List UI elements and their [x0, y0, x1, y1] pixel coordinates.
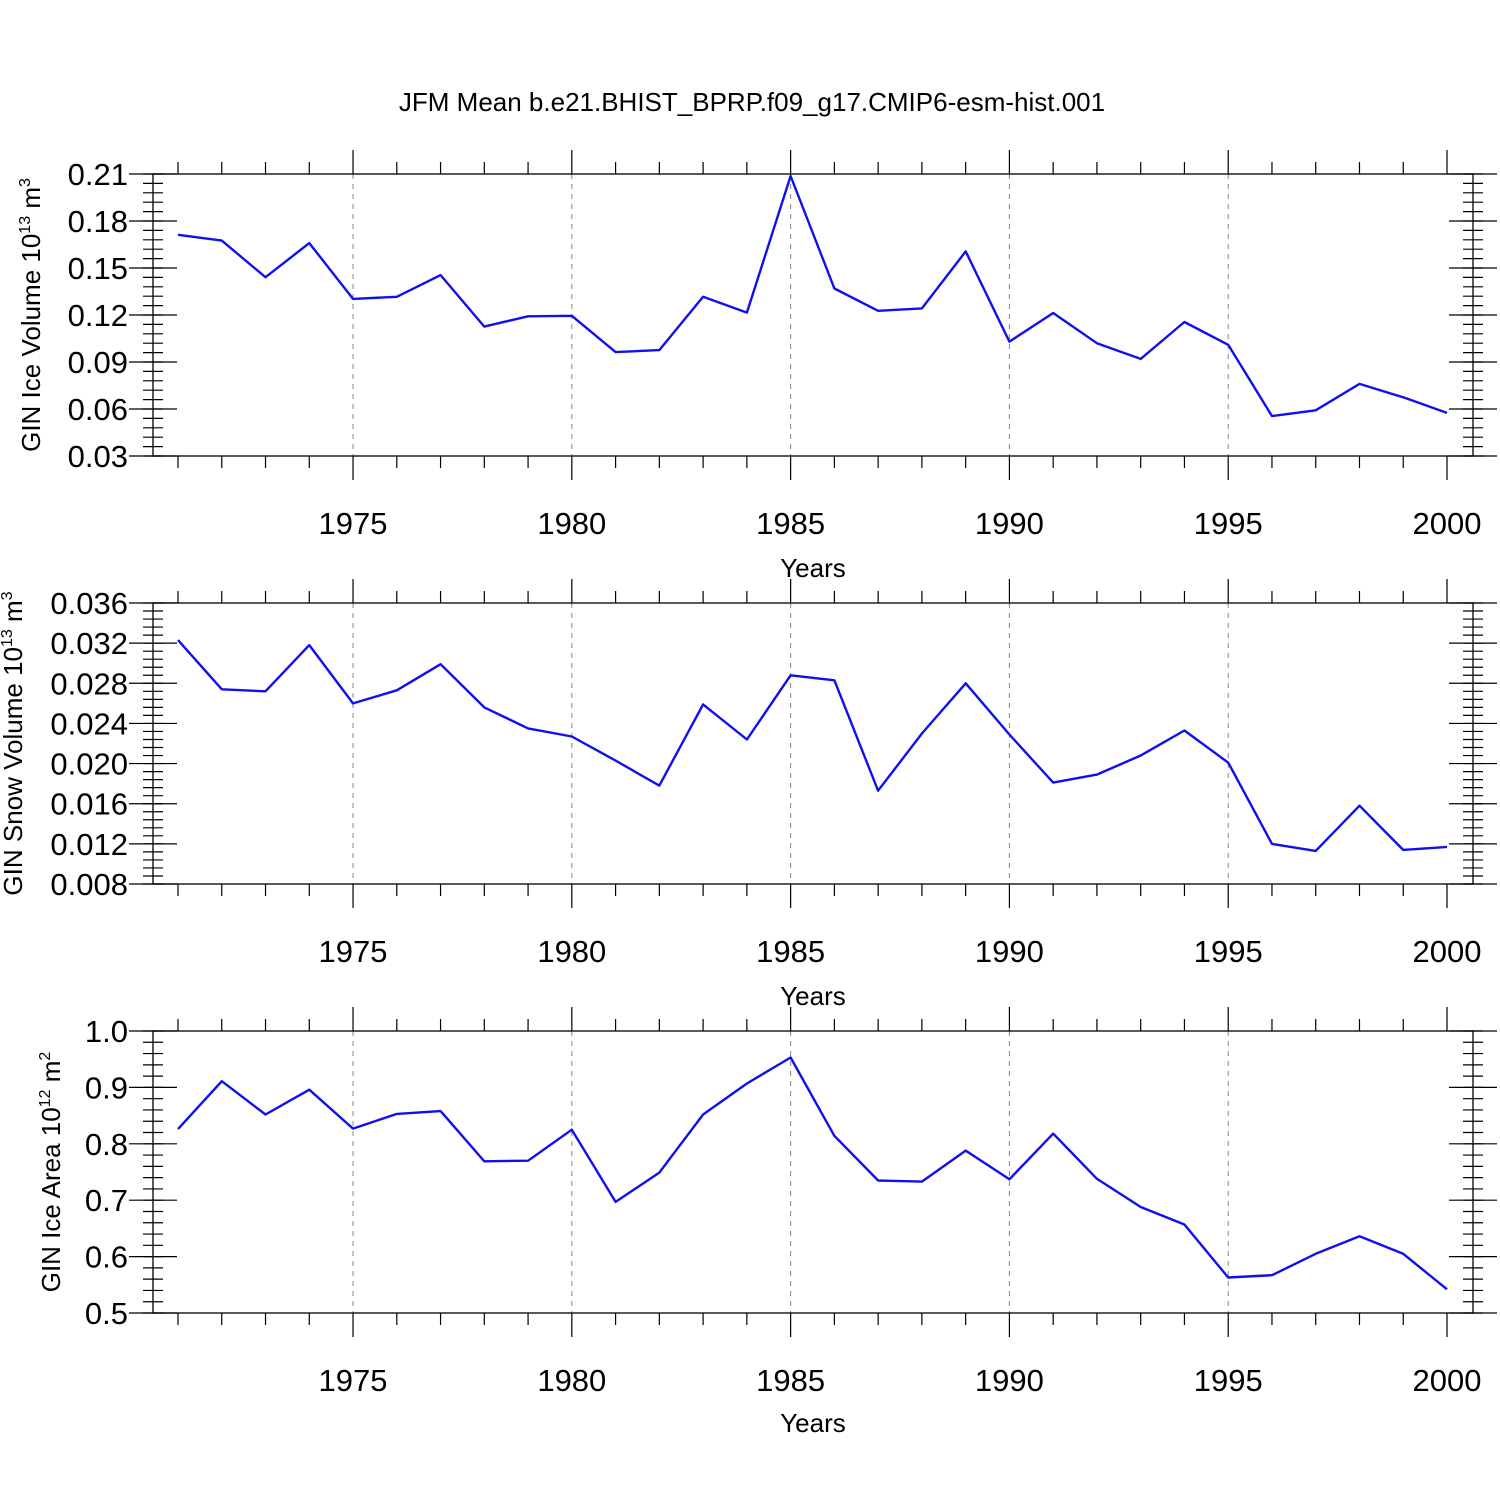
panel-2: 0.008 0.012 0.016 0.020 0.024 0.028 0.032 0.036…: [0, 579, 1497, 1011]
y-tick-label: 0.5: [85, 1296, 128, 1331]
x-tick-label: 1990: [975, 506, 1044, 541]
panel-1: 0.03 0.06 0.09 0.12 0.15 0.18 0.21 1975 1980 1985…: [16, 150, 1497, 583]
x-axis-label: Years: [780, 1408, 846, 1438]
y-tick-label: 0.6: [85, 1240, 128, 1275]
x-tick-label: 1985: [756, 1363, 825, 1398]
y-axis-label: GIN Snow Volume 1013 m3: [0, 591, 28, 895]
y-tick-label: 0.036: [50, 586, 128, 621]
plot-frame: [152, 173, 1474, 457]
series-line: [177, 639, 1448, 853]
y-tick-label: 0.024: [50, 706, 128, 741]
x-axis-label: Years: [780, 553, 846, 583]
y-tick-label: 0.028: [50, 666, 128, 701]
x-tick-label: 1980: [537, 1363, 606, 1398]
x-tick-label: 1980: [537, 934, 606, 969]
plot-frame: [152, 602, 1474, 885]
panel-3: 0.5 0.6 0.7 0.8 0.9 1.0 1975 1980 1985 1990 1995 20…: [36, 1007, 1497, 1438]
series-line: [177, 174, 1448, 418]
x-tick-label: 1975: [319, 1363, 388, 1398]
y-tick-label: 0.12: [68, 298, 128, 333]
y-tick-label: 0.15: [68, 251, 128, 286]
x-tick-label: 1990: [975, 1363, 1044, 1398]
y-tick-label: 1.0: [85, 1014, 128, 1049]
y-tick-label: 0.8: [85, 1127, 128, 1162]
y-tick-label: 0.016: [50, 787, 128, 822]
y-tick-label: 0.020: [50, 747, 128, 782]
y-tick-label: 0.032: [50, 626, 128, 661]
x-tick-label: 1975: [319, 934, 388, 969]
x-tick-label: 1995: [1194, 1363, 1263, 1398]
y-tick-label: 0.09: [68, 345, 128, 380]
plot-frame: [152, 1030, 1474, 1314]
y-axis-label: GIN Ice Volume 1013 m3: [16, 178, 46, 452]
x-tick-label: 1985: [756, 934, 825, 969]
x-tick-label: 1990: [975, 934, 1044, 969]
y-tick-label: 0.7: [85, 1183, 128, 1218]
x-tick-label: 1995: [1194, 506, 1263, 541]
figure-title: JFM Mean b.e21.BHIST_BPRP.f09_g17.CMIP6-…: [399, 87, 1105, 117]
x-tick-label: 1995: [1194, 934, 1263, 969]
y-axis-label: GIN Ice Area 1012 m2: [36, 1052, 66, 1293]
x-tick-label: 1975: [319, 506, 388, 541]
y-tick-label: 0.06: [68, 392, 128, 427]
x-axis-label: Years: [780, 981, 846, 1011]
x-tick-label: 2000: [1413, 506, 1482, 541]
y-tick-label: 0.9: [85, 1070, 128, 1105]
y-tick-label: 0.012: [50, 827, 128, 862]
y-tick-label: 0.21: [68, 157, 128, 192]
y-tick-label: 0.008: [50, 867, 128, 902]
y-tick-label: 0.03: [68, 439, 128, 474]
x-tick-label: 2000: [1413, 1363, 1482, 1398]
y-tick-label: 0.18: [68, 204, 128, 239]
series-line: [177, 1056, 1448, 1291]
x-tick-label: 2000: [1413, 934, 1482, 969]
x-tick-label: 1980: [537, 506, 606, 541]
x-tick-label: 1985: [756, 506, 825, 541]
